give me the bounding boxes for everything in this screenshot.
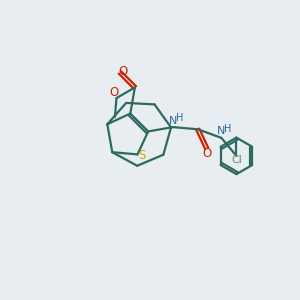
Text: N: N — [169, 116, 177, 126]
Text: O: O — [202, 147, 212, 160]
Text: H: H — [176, 113, 183, 123]
Text: N: N — [217, 126, 226, 136]
Text: H: H — [224, 124, 232, 134]
Text: O: O — [119, 65, 128, 78]
Text: O: O — [110, 86, 119, 99]
Text: Cl: Cl — [231, 155, 242, 165]
Text: S: S — [138, 149, 146, 162]
